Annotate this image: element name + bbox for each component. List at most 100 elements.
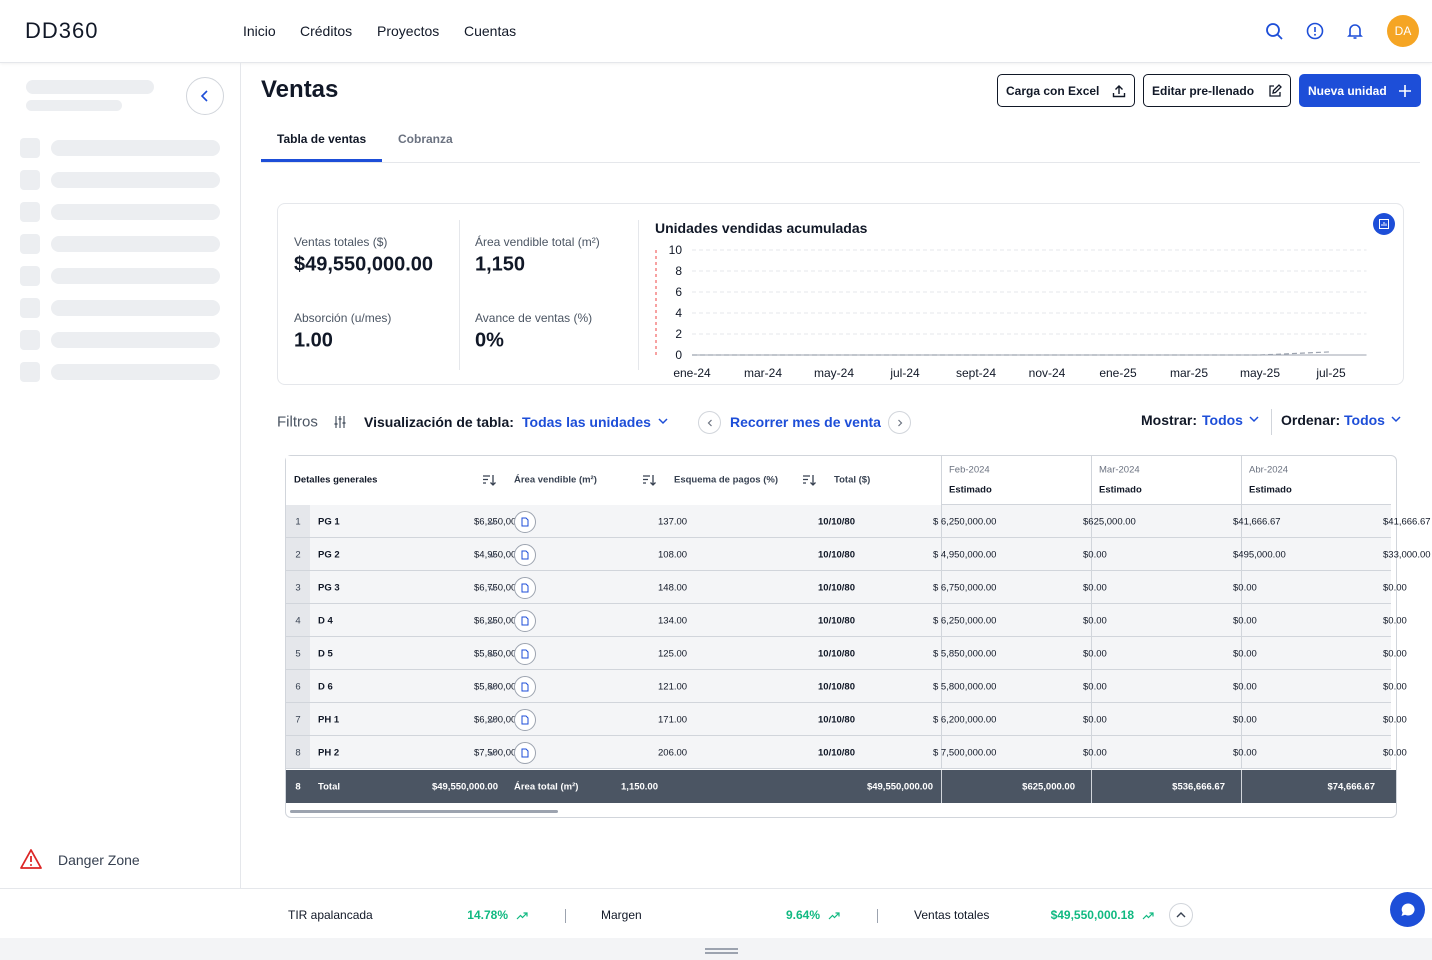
document-button[interactable] xyxy=(514,642,536,665)
document-button[interactable] xyxy=(514,576,536,599)
nav-link[interactable]: Créditos xyxy=(300,23,353,39)
table-frame xyxy=(285,455,1397,818)
document-button[interactable] xyxy=(514,741,536,764)
handle[interactable] xyxy=(705,952,738,954)
row-bg xyxy=(286,670,941,703)
month-cell-bg xyxy=(1241,505,1391,538)
avatar[interactable]: DA xyxy=(1387,15,1419,47)
month-nav[interactable]: Recorrer mes de venta xyxy=(730,414,881,430)
trend-icon xyxy=(828,912,840,920)
tab[interactable]: Cobranza xyxy=(398,132,453,146)
cell: 10/10/80 xyxy=(818,747,855,758)
row-bg xyxy=(286,604,941,637)
sort-icon[interactable] xyxy=(482,474,496,486)
cell: $495,000.00 xyxy=(1233,549,1286,560)
metric-value: 14.78% xyxy=(467,908,508,922)
skeleton-bar xyxy=(51,204,220,220)
nav-link[interactable]: Inicio xyxy=(243,23,276,39)
row-chevron[interactable] xyxy=(487,519,497,527)
month-cell-bg xyxy=(941,736,1091,769)
search-icon[interactable] xyxy=(1264,21,1286,41)
sort-icon[interactable] xyxy=(802,474,816,486)
upload-button[interactable]: Carga con Excel xyxy=(997,74,1135,107)
new-unit-button[interactable]: Nueva unidad xyxy=(1299,74,1421,107)
chat-button[interactable] xyxy=(1390,892,1425,927)
row-bg xyxy=(286,637,941,670)
cell: $0.00 xyxy=(1083,681,1107,692)
row-index-bg xyxy=(286,505,310,538)
footer-bar xyxy=(0,888,1432,939)
row-chevron[interactable] xyxy=(487,717,497,725)
cell: $4,950,000.00 xyxy=(474,549,535,560)
chevron xyxy=(1391,416,1401,423)
cell: 1 xyxy=(295,516,301,527)
row-chevron[interactable] xyxy=(487,684,497,692)
handle[interactable] xyxy=(705,948,738,950)
cell: PG 2 xyxy=(318,549,340,560)
top-nav xyxy=(0,0,1432,63)
prev-month[interactable] xyxy=(698,411,721,434)
document-button[interactable] xyxy=(514,543,536,566)
month-cell-bg xyxy=(1091,736,1241,769)
danger-zone[interactable]: Danger Zone xyxy=(58,852,140,868)
row-bg xyxy=(286,571,941,604)
month-cell-bg xyxy=(941,538,1091,571)
nav-link[interactable]: Cuentas xyxy=(464,23,517,39)
order-select[interactable]: Todos xyxy=(1344,412,1385,428)
edit-button[interactable]: Editar pre-llenado xyxy=(1143,74,1291,107)
document-button[interactable] xyxy=(514,708,536,731)
filters-icon[interactable] xyxy=(333,415,347,429)
cell: $6,250,000.00 xyxy=(474,516,535,527)
row-chevron[interactable] xyxy=(487,618,497,626)
row-chevron[interactable] xyxy=(487,552,497,560)
bell-icon[interactable] xyxy=(1345,21,1365,41)
skeleton xyxy=(26,80,154,94)
y-tick-label: 6 xyxy=(675,285,682,299)
button-label: Nueva unidad xyxy=(1308,83,1387,98)
cell: $ 6,250,000.00 xyxy=(933,615,997,626)
document-button[interactable] xyxy=(514,510,536,533)
cell: $0.00 xyxy=(1083,615,1107,626)
tab[interactable]: Tabla de ventas xyxy=(277,132,367,146)
filters-label[interactable]: Filtros xyxy=(277,413,318,431)
divider xyxy=(459,220,460,370)
row-chevron[interactable] xyxy=(487,750,497,758)
x-tick-label: nov-24 xyxy=(1029,366,1066,380)
cell: $33,000.00 xyxy=(1383,549,1431,560)
metric-label: Margen xyxy=(601,908,642,922)
brand-logo[interactable]: DD360 xyxy=(25,18,99,43)
row-chevron[interactable] xyxy=(487,651,497,659)
month-label: Mar-2024 xyxy=(1099,464,1140,476)
document-button[interactable] xyxy=(514,675,536,698)
row-chevron[interactable] xyxy=(487,585,497,593)
show-select[interactable]: Todos xyxy=(1202,412,1243,428)
total-cell: $49,550,000.00 xyxy=(431,781,498,792)
month-sub: Estimado xyxy=(949,484,992,496)
cell: $0.00 xyxy=(1233,648,1257,659)
trend-icon xyxy=(516,912,528,920)
chart-button[interactable] xyxy=(1373,213,1395,235)
x-tick-label: ene-25 xyxy=(1099,366,1137,380)
document-button[interactable] xyxy=(514,609,536,632)
tab-indicator xyxy=(261,159,382,162)
skeleton-bar xyxy=(51,300,220,316)
scrollbar[interactable] xyxy=(290,810,558,813)
cell: 2 xyxy=(295,549,301,560)
skeleton-icon xyxy=(20,138,40,158)
view-select[interactable]: Todas las unidades xyxy=(522,414,651,430)
month-cell-bg xyxy=(1241,670,1391,703)
cell: 7 xyxy=(295,714,301,725)
next-month[interactable] xyxy=(888,411,911,434)
sort-icon[interactable] xyxy=(642,474,656,486)
stat-label: Ventas totales ($) xyxy=(294,235,388,249)
nav-link[interactable]: Proyectos xyxy=(377,23,440,39)
info-icon[interactable] xyxy=(1305,21,1325,41)
skeleton-icon xyxy=(20,298,40,318)
stat-value: 1,150 xyxy=(475,253,526,276)
expand-footer[interactable] xyxy=(1169,903,1193,927)
month-header xyxy=(941,456,1091,505)
stat-value: 1.00 xyxy=(294,329,333,352)
collapse-button[interactable] xyxy=(186,77,224,115)
month-cell-bg xyxy=(941,670,1091,703)
